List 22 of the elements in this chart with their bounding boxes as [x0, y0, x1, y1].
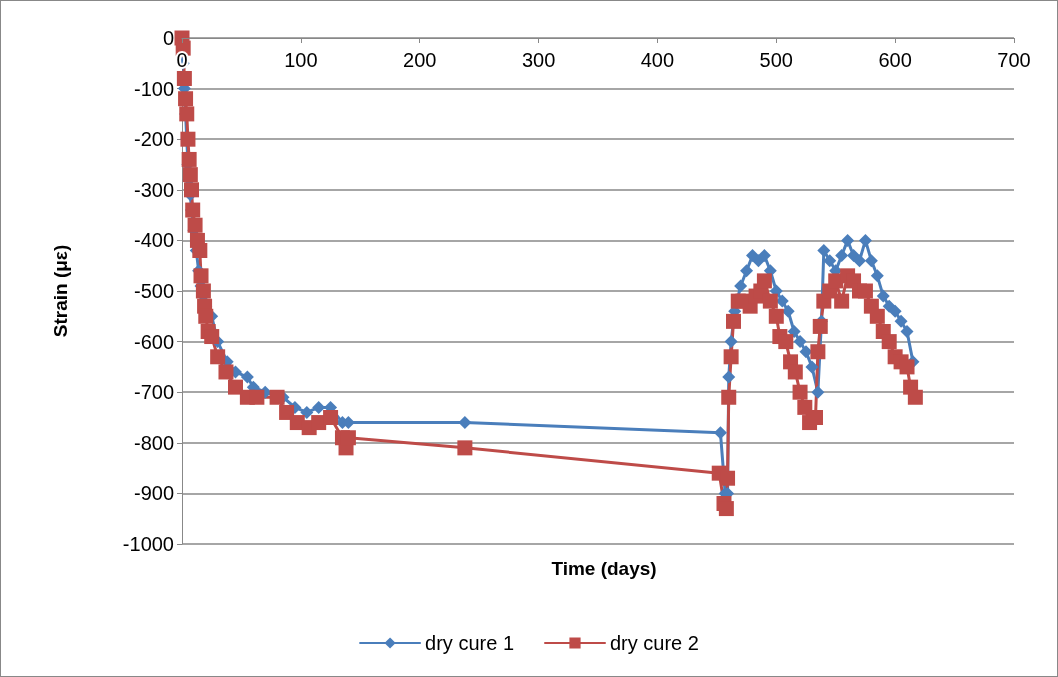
legend-label: dry cure 1	[425, 632, 515, 654]
x-axis-title: Time (days)	[551, 558, 657, 579]
x-tick-label: 600	[878, 49, 912, 71]
y-tick-label: -400	[133, 229, 174, 252]
y-tick-label: -300	[133, 178, 174, 201]
x-tick-label: 700	[997, 49, 1031, 71]
y-tick-label: -200	[133, 128, 174, 151]
y-tick-label: -500	[133, 280, 174, 302]
y-axis-title: Strain (με)	[50, 244, 71, 338]
legend-label: dry cure 2	[610, 632, 699, 654]
x-tick-label: 200	[403, 49, 437, 71]
y-tick-label: -900	[133, 482, 174, 505]
x-tick-label: 100	[284, 49, 318, 71]
y-tick-label: -1000	[122, 533, 174, 555]
y-tick-label: -600	[133, 330, 174, 353]
x-tick-label: 300	[521, 49, 556, 71]
y-tick-label: -100	[133, 77, 174, 100]
x-tick-label: 400	[640, 49, 675, 71]
y-tick-label: -700	[133, 381, 174, 404]
x-tick-label: 500	[759, 49, 793, 71]
y-tick-label: -800	[133, 431, 174, 454]
y-tick-label: 0	[162, 27, 174, 49]
